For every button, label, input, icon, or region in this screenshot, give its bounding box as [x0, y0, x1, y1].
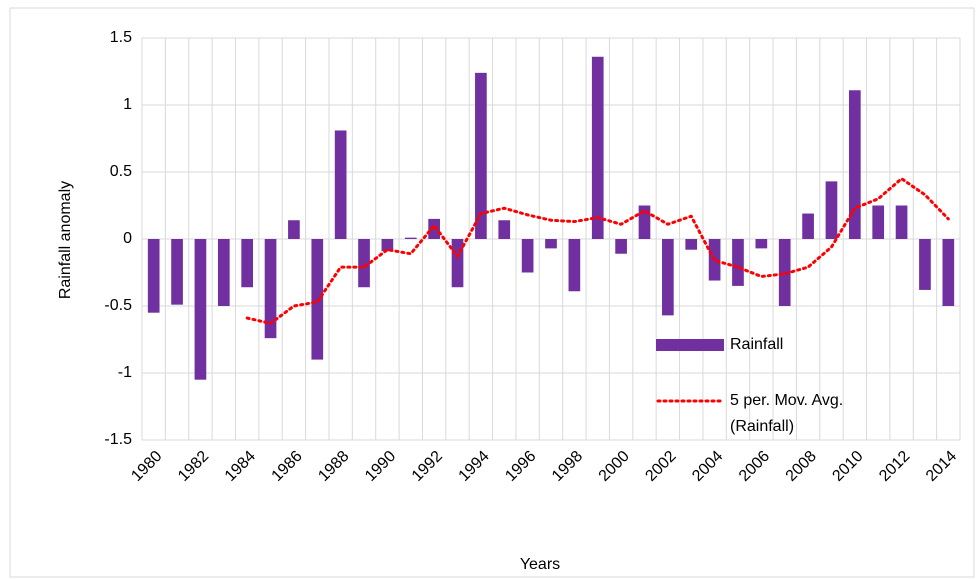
bar: [591, 56, 604, 240]
moving-average-line: [245, 177, 950, 325]
bar: [264, 239, 277, 339]
bar: [942, 239, 955, 306]
bar: [147, 239, 160, 313]
bar: [778, 239, 791, 306]
bar: [755, 239, 768, 249]
bar: [615, 239, 627, 254]
bar: [498, 220, 511, 239]
y-tick-label: 1: [123, 96, 132, 113]
legend-label: 5 per. Mov. Avg. (Rainfall): [730, 392, 844, 435]
y-tick-label: 0.5: [110, 163, 132, 180]
bar: [662, 239, 674, 316]
bar: [171, 239, 183, 305]
bar: [334, 130, 347, 239]
chart-border: [9, 7, 975, 578]
bar: [802, 213, 814, 239]
bar: [872, 205, 885, 239]
bar: [381, 239, 394, 252]
y-tick-label: -1: [118, 364, 132, 381]
bar: [919, 239, 931, 290]
y-axis-title: Rainfall anomaly: [57, 181, 74, 299]
bar: [288, 220, 300, 239]
bar: [475, 72, 487, 239]
y-tick-label: 1.5: [110, 29, 132, 46]
x-axis-title: Years: [520, 556, 560, 573]
bar: [241, 239, 254, 288]
y-tick-label: -1.5: [104, 431, 132, 448]
bar: [521, 239, 534, 273]
y-tick-label: 0: [123, 230, 132, 247]
bar: [732, 239, 744, 286]
bar: [451, 239, 464, 288]
bar: [545, 239, 557, 249]
legend-label: Rainfall: [730, 336, 784, 353]
bar: [428, 218, 440, 239]
bar: [638, 205, 651, 239]
legend-swatch: [656, 339, 724, 351]
bar: [685, 239, 698, 250]
y-tick-label: -0.5: [104, 297, 132, 314]
bar: [848, 90, 861, 239]
bar: [895, 205, 908, 239]
bar: [825, 181, 838, 239]
bar: [194, 239, 207, 380]
bar: [358, 239, 370, 288]
bar: [217, 239, 230, 306]
bar: [404, 237, 417, 239]
bar: [568, 239, 581, 292]
